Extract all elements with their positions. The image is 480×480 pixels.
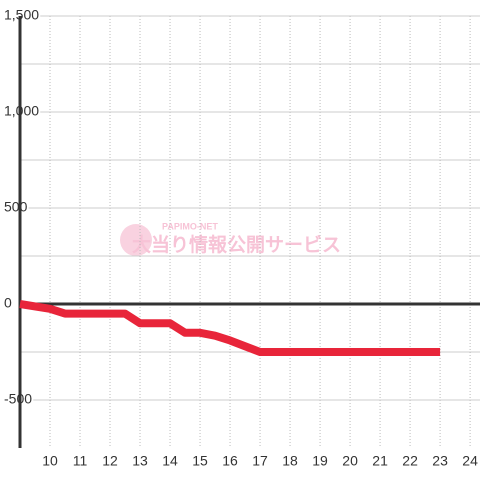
watermark-text: 大当り情報公開サービス bbox=[132, 233, 341, 256]
y-tick-label-bg bbox=[3, 6, 41, 23]
x-tick-label: 17 bbox=[252, 453, 268, 469]
y-tick-label: 1,500 bbox=[4, 7, 39, 23]
x-tick-label: 18 bbox=[282, 453, 298, 469]
x-tick-label: 12 bbox=[102, 453, 118, 469]
x-tick-label: 22 bbox=[402, 453, 418, 469]
y-tick-label: 0 bbox=[4, 295, 12, 311]
watermark: PAPIMO-NET 大当り情報公開サービス bbox=[120, 221, 341, 256]
x-tick-label: 10 bbox=[42, 453, 58, 469]
x-tick-label: 23 bbox=[432, 453, 448, 469]
x-tick-label: 11 bbox=[73, 453, 88, 469]
x-tick-label: 15 bbox=[192, 453, 208, 469]
x-tick-label: 21 bbox=[372, 453, 388, 469]
x-tick-label: 13 bbox=[132, 453, 148, 469]
data-line bbox=[19, 300, 441, 356]
watermark-logo bbox=[120, 224, 152, 256]
watermark-brand: PAPIMO-NET bbox=[162, 221, 218, 231]
x-tick-label: 16 bbox=[222, 453, 238, 469]
y-tick-label-bg bbox=[3, 198, 29, 215]
y-tick-label: 500 bbox=[4, 199, 28, 215]
y-tick-label: 1,000 bbox=[4, 103, 39, 119]
y-tick-label-bg bbox=[3, 294, 13, 311]
x-tick-label: 24 bbox=[462, 453, 478, 469]
x-tick-label: 20 bbox=[342, 453, 358, 469]
y-tick-label: -500 bbox=[4, 391, 32, 407]
x-tick-label: 14 bbox=[162, 453, 178, 469]
x-tick-label: 19 bbox=[312, 453, 328, 469]
y-tick-label-bg bbox=[3, 390, 34, 407]
y-tick-label-bg bbox=[3, 102, 41, 119]
